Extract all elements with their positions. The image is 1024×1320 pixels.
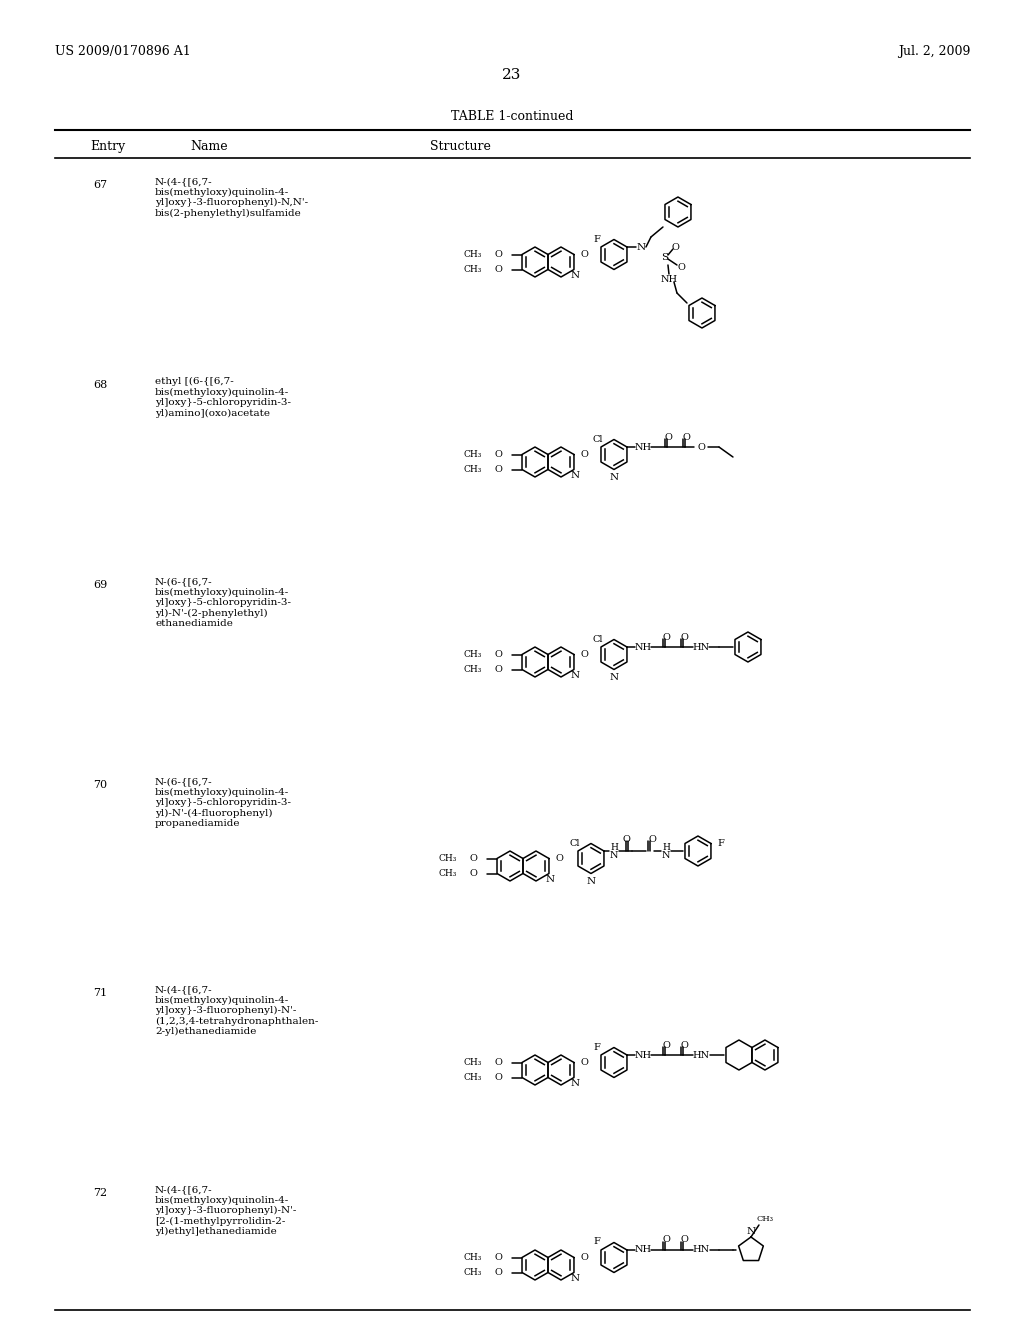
Text: NH: NH	[635, 442, 651, 451]
Text: HN: HN	[692, 643, 710, 652]
Text: N-(6-{[6,7-
bis(methyloxy)quinolin-4-
yl]oxy}-5-chloropyridin-3-
yl)-N'-(2-pheny: N-(6-{[6,7- bis(methyloxy)quinolin-4- yl…	[155, 577, 291, 628]
Text: Structure: Structure	[430, 140, 490, 153]
Text: CH₃: CH₃	[438, 854, 457, 863]
Text: NH: NH	[660, 275, 678, 284]
Text: N: N	[662, 850, 671, 859]
Text: O: O	[663, 1040, 670, 1049]
Text: N: N	[609, 473, 618, 482]
Text: F: F	[594, 235, 600, 243]
Text: Cl: Cl	[569, 838, 581, 847]
Text: O: O	[680, 1236, 688, 1245]
Text: H: H	[610, 842, 617, 851]
Text: N-(4-{[6,7-
bis(methyloxy)quinolin-4-
yl]oxy}-3-fluorophenyl)-N'-
(1,2,3,4-tetra: N-(4-{[6,7- bis(methyloxy)quinolin-4- yl…	[155, 985, 318, 1036]
Text: Entry: Entry	[90, 140, 125, 153]
Text: CH₃: CH₃	[438, 869, 457, 878]
Text: O: O	[494, 665, 502, 675]
Text: O: O	[494, 1253, 502, 1262]
Text: CH₃: CH₃	[464, 265, 482, 275]
Text: CH₃: CH₃	[757, 1214, 773, 1224]
Text: O: O	[494, 249, 502, 259]
Text: O: O	[680, 632, 688, 642]
Text: N-(4-{[6,7-
bis(methyloxy)quinolin-4-
yl]oxy}-3-fluorophenyl)-N'-
[2-(1-methylpy: N-(4-{[6,7- bis(methyloxy)quinolin-4- yl…	[155, 1185, 296, 1237]
Text: 69: 69	[93, 579, 108, 590]
Text: O: O	[580, 450, 588, 459]
Text: 72: 72	[93, 1188, 108, 1199]
Text: US 2009/0170896 A1: US 2009/0170896 A1	[55, 45, 190, 58]
Text: O: O	[580, 249, 588, 259]
Text: O: O	[664, 433, 672, 441]
Text: CH₃: CH₃	[464, 665, 482, 675]
Text: O: O	[580, 649, 588, 659]
Text: Jul. 2, 2009: Jul. 2, 2009	[898, 45, 970, 58]
Text: O: O	[648, 834, 656, 843]
Text: H: H	[663, 842, 670, 851]
Text: O: O	[555, 854, 563, 863]
Text: N-(6-{[6,7-
bis(methyloxy)quinolin-4-
yl]oxy}-5-chloropyridin-3-
yl)-N'-(4-fluor: N-(6-{[6,7- bis(methyloxy)quinolin-4- yl…	[155, 777, 291, 828]
Text: F: F	[594, 1238, 600, 1246]
Text: NH: NH	[635, 1051, 651, 1060]
Text: O: O	[663, 632, 670, 642]
Text: N: N	[570, 271, 580, 280]
Text: ethyl [(6-{[6,7-
bis(methyloxy)quinolin-4-
yl]oxy}-5-chloropyridin-3-
yl)amino](: ethyl [(6-{[6,7- bis(methyloxy)quinolin-…	[155, 378, 291, 417]
Text: O: O	[622, 834, 630, 843]
Text: 23: 23	[503, 69, 521, 82]
Text: O: O	[494, 1059, 502, 1067]
Text: CH₃: CH₃	[464, 249, 482, 259]
Text: 68: 68	[93, 380, 108, 389]
Text: HN: HN	[692, 1246, 710, 1254]
Text: N: N	[636, 243, 645, 252]
Text: N: N	[746, 1228, 756, 1237]
Text: O: O	[580, 1059, 588, 1067]
Text: O: O	[469, 869, 477, 878]
Text: O: O	[697, 442, 705, 451]
Text: O: O	[677, 263, 685, 272]
Text: F: F	[718, 840, 724, 847]
Text: CH₃: CH₃	[464, 450, 482, 459]
Text: O: O	[680, 1040, 688, 1049]
Text: N-(4-{[6,7-
bis(methyloxy)quinolin-4-
yl]oxy}-3-fluorophenyl)-N,N'-
bis(2-phenyl: N-(4-{[6,7- bis(methyloxy)quinolin-4- yl…	[155, 177, 308, 218]
Text: N: N	[546, 875, 555, 884]
Text: O: O	[469, 854, 477, 863]
Text: CH₃: CH₃	[464, 1059, 482, 1067]
Text: HN: HN	[692, 1051, 710, 1060]
Text: CH₃: CH₃	[464, 649, 482, 659]
Text: CH₃: CH₃	[464, 465, 482, 474]
Text: N: N	[570, 1274, 580, 1283]
Text: N: N	[609, 850, 618, 859]
Text: CH₃: CH₃	[464, 1073, 482, 1082]
Text: N: N	[570, 471, 580, 480]
Text: F: F	[594, 1043, 600, 1052]
Text: O: O	[682, 433, 690, 441]
Text: Cl: Cl	[593, 635, 603, 644]
Text: 71: 71	[93, 987, 108, 998]
Text: N: N	[570, 1078, 580, 1088]
Text: 70: 70	[93, 780, 108, 789]
Text: O: O	[494, 265, 502, 275]
Text: O: O	[580, 1253, 588, 1262]
Text: O: O	[494, 450, 502, 459]
Text: NH: NH	[635, 643, 651, 652]
Text: Cl: Cl	[593, 434, 603, 444]
Text: O: O	[494, 649, 502, 659]
Text: TABLE 1-continued: TABLE 1-continued	[451, 110, 573, 123]
Text: CH₃: CH₃	[464, 1269, 482, 1276]
Text: Name: Name	[190, 140, 227, 153]
Text: N: N	[609, 673, 618, 682]
Text: N: N	[587, 876, 596, 886]
Text: NH: NH	[635, 1246, 651, 1254]
Text: 67: 67	[93, 180, 108, 190]
Text: S: S	[662, 252, 669, 261]
Text: O: O	[494, 1269, 502, 1276]
Text: O: O	[494, 465, 502, 474]
Text: O: O	[494, 1073, 502, 1082]
Text: O: O	[671, 243, 679, 252]
Text: CH₃: CH₃	[464, 1253, 482, 1262]
Text: O: O	[663, 1236, 670, 1245]
Text: N: N	[570, 671, 580, 680]
